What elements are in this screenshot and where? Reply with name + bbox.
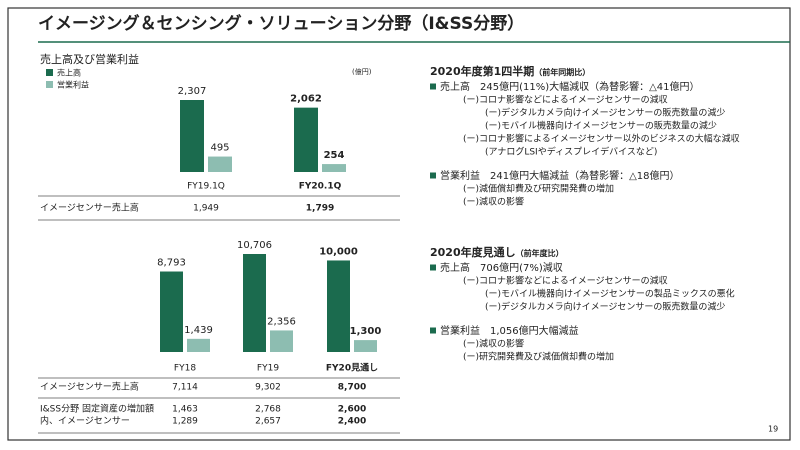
unit-label: (億円) (352, 67, 372, 76)
table-cell: 9,302 (255, 383, 281, 393)
bullet-text: 売上高 245億円(11%)大幅減収（為替影響：△41億円） (440, 80, 700, 93)
value-label: 1,439 (184, 325, 213, 336)
category-label: FY20.1Q (299, 182, 342, 192)
section-heading: 2020年度第1四半期（前年同期比） (430, 64, 590, 78)
bullet (430, 172, 436, 179)
bullet-text: (ー)減収の影響 (463, 338, 524, 350)
value-label: 2,307 (178, 86, 207, 97)
value-label: 1,300 (350, 326, 382, 337)
table-cell: 7,114 (172, 383, 198, 393)
table-cell: 2,600 (338, 405, 366, 415)
value-label: 254 (324, 150, 345, 161)
value-label: 10,000 (319, 246, 358, 257)
table-cell: 8,700 (338, 383, 366, 393)
bullet-text: (ー)モバイル機器向けイメージセンサーの製品ミックスの悪化 (485, 288, 735, 300)
value-label: 2,062 (290, 94, 322, 105)
bullet-text: 営業利益 1,056億円大幅減益 (440, 324, 579, 337)
row-label: I&SS分野 固定資産の増加額 (40, 403, 154, 415)
heading-text: 2020年度見通し (430, 245, 516, 259)
bar (243, 254, 266, 352)
bar (187, 338, 210, 352)
bullet (430, 327, 436, 334)
heading-text: 2020年度第1四半期 (430, 64, 534, 78)
legend-label: 売上高 (57, 68, 81, 78)
bullet (430, 264, 436, 271)
value-label: 8,793 (157, 258, 186, 269)
table-cell: 1,289 (172, 417, 198, 427)
bullet-text: (アナログLSIやディスプレイデバイスなど) (485, 146, 657, 158)
bullet-text: (ー)デジタルカメラ向けイメージセンサーの販売数量の減少 (485, 107, 725, 119)
bar (354, 340, 377, 352)
table-cell: 1,949 (193, 204, 219, 214)
legend-swatch (46, 69, 53, 76)
legend-swatch (46, 81, 53, 88)
value-label: 10,706 (237, 240, 272, 251)
bar (270, 330, 293, 352)
heading-note: （前年度比） (516, 248, 564, 258)
bar (208, 156, 232, 172)
bullet-text: (ー)研究開発費及び減価償却費の増加 (463, 351, 614, 363)
bar (294, 107, 318, 172)
table-cell: 2,400 (338, 417, 366, 427)
bar (327, 260, 350, 352)
bullet-text: (ー)モバイル機器向けイメージセンサーの販売数量の減少 (485, 120, 717, 132)
bullet-text: (ー)コロナ影響などによるイメージセンサーの減収 (463, 275, 668, 287)
bar (160, 271, 183, 352)
bullet-text: 営業利益 241億円大幅減益（為替影響：△18億円） (440, 169, 680, 182)
table-cell: 2,768 (255, 405, 281, 415)
bullet-text: (ー)デジタルカメラ向けイメージセンサーの販売数量の減少 (485, 301, 725, 313)
bullet-text: (ー)コロナ影響などによるイメージセンサーの減収 (463, 94, 668, 106)
row-label: イメージセンサー売上高 (40, 202, 139, 214)
bullet-text: (ー)減収の影響 (463, 196, 524, 208)
row-label: 内、イメージセンサー (40, 415, 130, 427)
table-cell: 2,657 (255, 417, 281, 427)
section-heading: 2020年度見通し（前年度比） (430, 245, 564, 259)
bullet-text: (ー)減価償却費及び研究開発費の増加 (463, 183, 614, 195)
category-label: FY20見通し (326, 362, 378, 374)
table-cell: 1,799 (306, 204, 334, 214)
value-label: 495 (210, 143, 229, 154)
bullet (430, 83, 436, 90)
category-label: FY19 (257, 364, 279, 374)
table-cell: 1,463 (172, 405, 198, 415)
category-label: FY18 (174, 364, 196, 374)
slide-frame (7, 7, 791, 441)
category-label: FY19.1Q (187, 182, 225, 192)
bar (322, 164, 346, 172)
bullet-text: (ー)コロナ影響によるイメージセンサー以外のビジネスの大幅な減収 (463, 133, 740, 145)
heading-note: （前年同期比） (534, 67, 590, 77)
bullet-text: 売上高 706億円(7%)減収 (440, 261, 563, 274)
bar (180, 100, 204, 172)
page-number: 19 (768, 425, 778, 434)
slide-title: イメージング＆センシング・ソリューション分野（I&SS分野） (38, 13, 524, 34)
legend-label: 営業利益 (57, 80, 89, 90)
row-label: イメージセンサー売上高 (40, 381, 139, 393)
value-label: 2,356 (267, 316, 296, 327)
chart-title: 売上高及び営業利益 (40, 52, 139, 66)
